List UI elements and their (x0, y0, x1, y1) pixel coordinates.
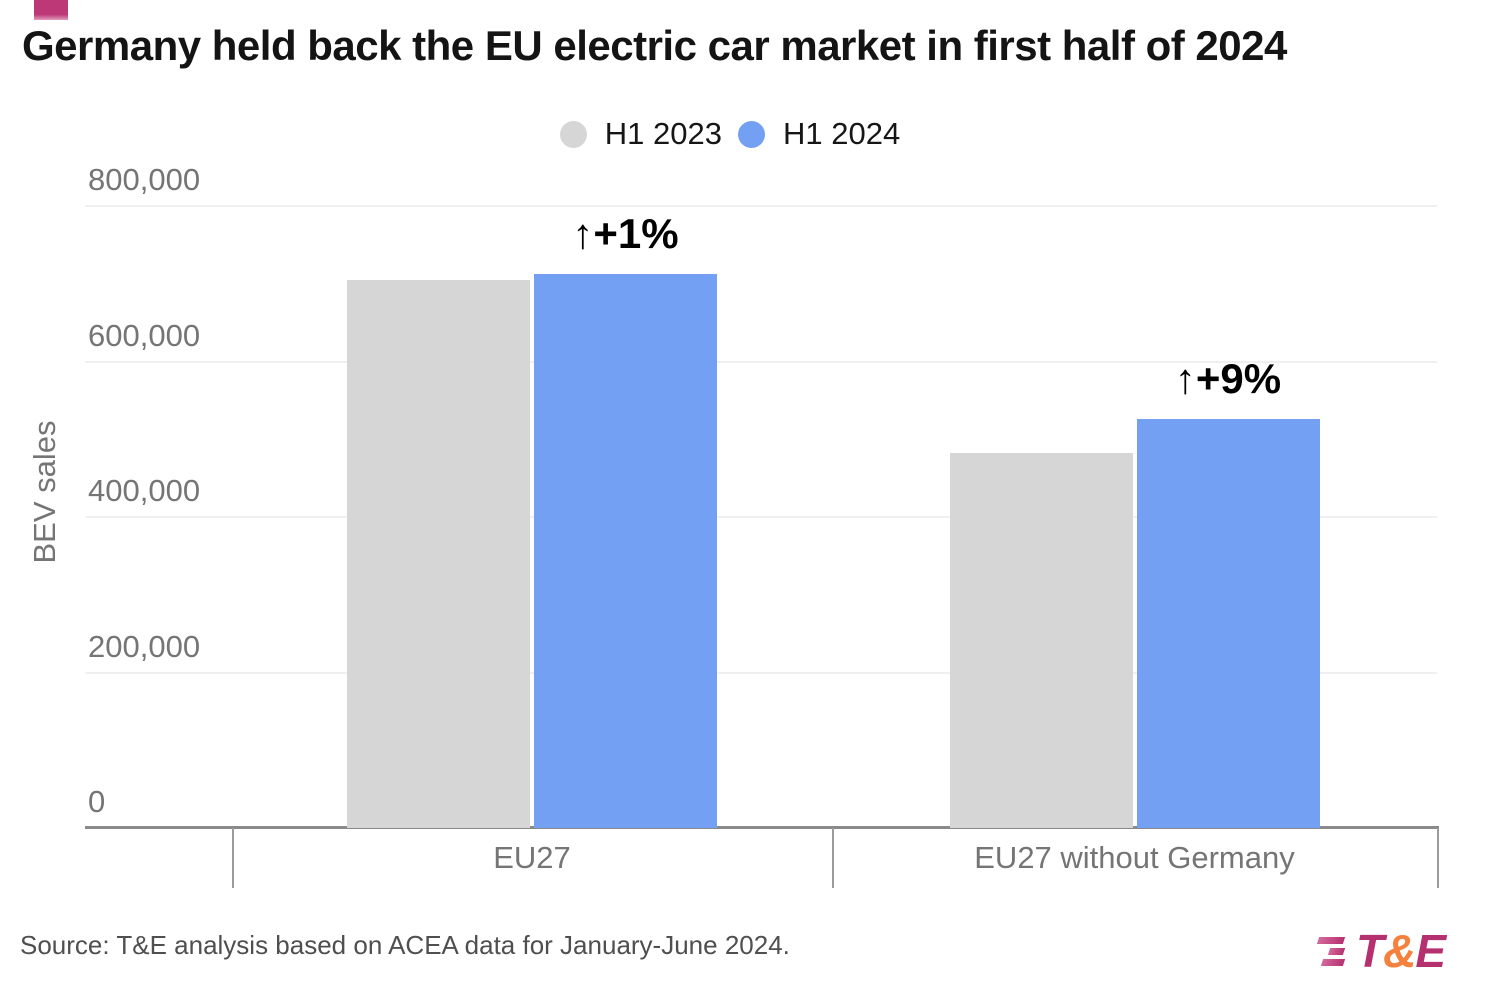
bar-h1-2024 (1136, 419, 1320, 828)
y-axis-tick-label: 600,000 (88, 317, 201, 353)
x-axis-tick (1437, 828, 1439, 888)
y-axis-tick-label: 400,000 (88, 473, 201, 508)
bar-h1-2023 (949, 453, 1133, 828)
bar-h1-2023 (347, 279, 530, 828)
source-note: Source: T&E analysis based on ACEA data … (20, 930, 790, 960)
logo-stripe (1316, 936, 1346, 944)
gridline (85, 671, 1437, 674)
x-axis-label: EU27 (493, 840, 571, 875)
logo-letter: & (1383, 925, 1416, 977)
gridline (85, 360, 1437, 363)
gridline (85, 516, 1437, 518)
brand-accent-bar (34, 0, 68, 20)
legend-item-h1-2024: H1 2024 (738, 116, 900, 152)
legend-label-h1-2024: H1 2024 (783, 116, 901, 151)
x-axis-tick (832, 828, 834, 888)
gridline (85, 205, 1437, 207)
chart-legend: H1 2023 H1 2024 (0, 112, 1460, 156)
pct-change-annotation: ↑+9% (1174, 355, 1282, 403)
y-axis-tick-label: 0 (88, 784, 106, 819)
logo-letter: T (1356, 925, 1384, 977)
x-axis-label: EU27 without Germany (974, 840, 1295, 875)
legend-dot-h1-2023-icon (559, 120, 587, 148)
y-axis-tick-label: 200,000 (88, 628, 201, 664)
bar-h1-2024 (534, 274, 717, 828)
x-axis-tick (232, 828, 234, 888)
legend-label-h1-2023: H1 2023 (604, 116, 722, 151)
logo-letter: E (1415, 925, 1446, 977)
x-axis-line (85, 826, 1439, 829)
t-and-e-logo-stripes-icon (1316, 936, 1346, 966)
t-and-e-logo-text: T&E (1356, 924, 1446, 978)
legend-dot-h1-2024-icon (738, 120, 765, 148)
legend-item-h1-2023: H1 2023 (559, 116, 722, 152)
y-axis-tick-label: 800,000 (88, 162, 201, 197)
logo-stripe (1327, 947, 1346, 955)
chart-title: Germany held back the EU electric car ma… (22, 22, 1287, 69)
logo-stripe (1320, 958, 1346, 966)
t-and-e-logo: T&E (1316, 924, 1446, 978)
y-axis-title: BEV sales (27, 420, 62, 564)
pct-change-annotation: ↑+1% (572, 210, 679, 258)
